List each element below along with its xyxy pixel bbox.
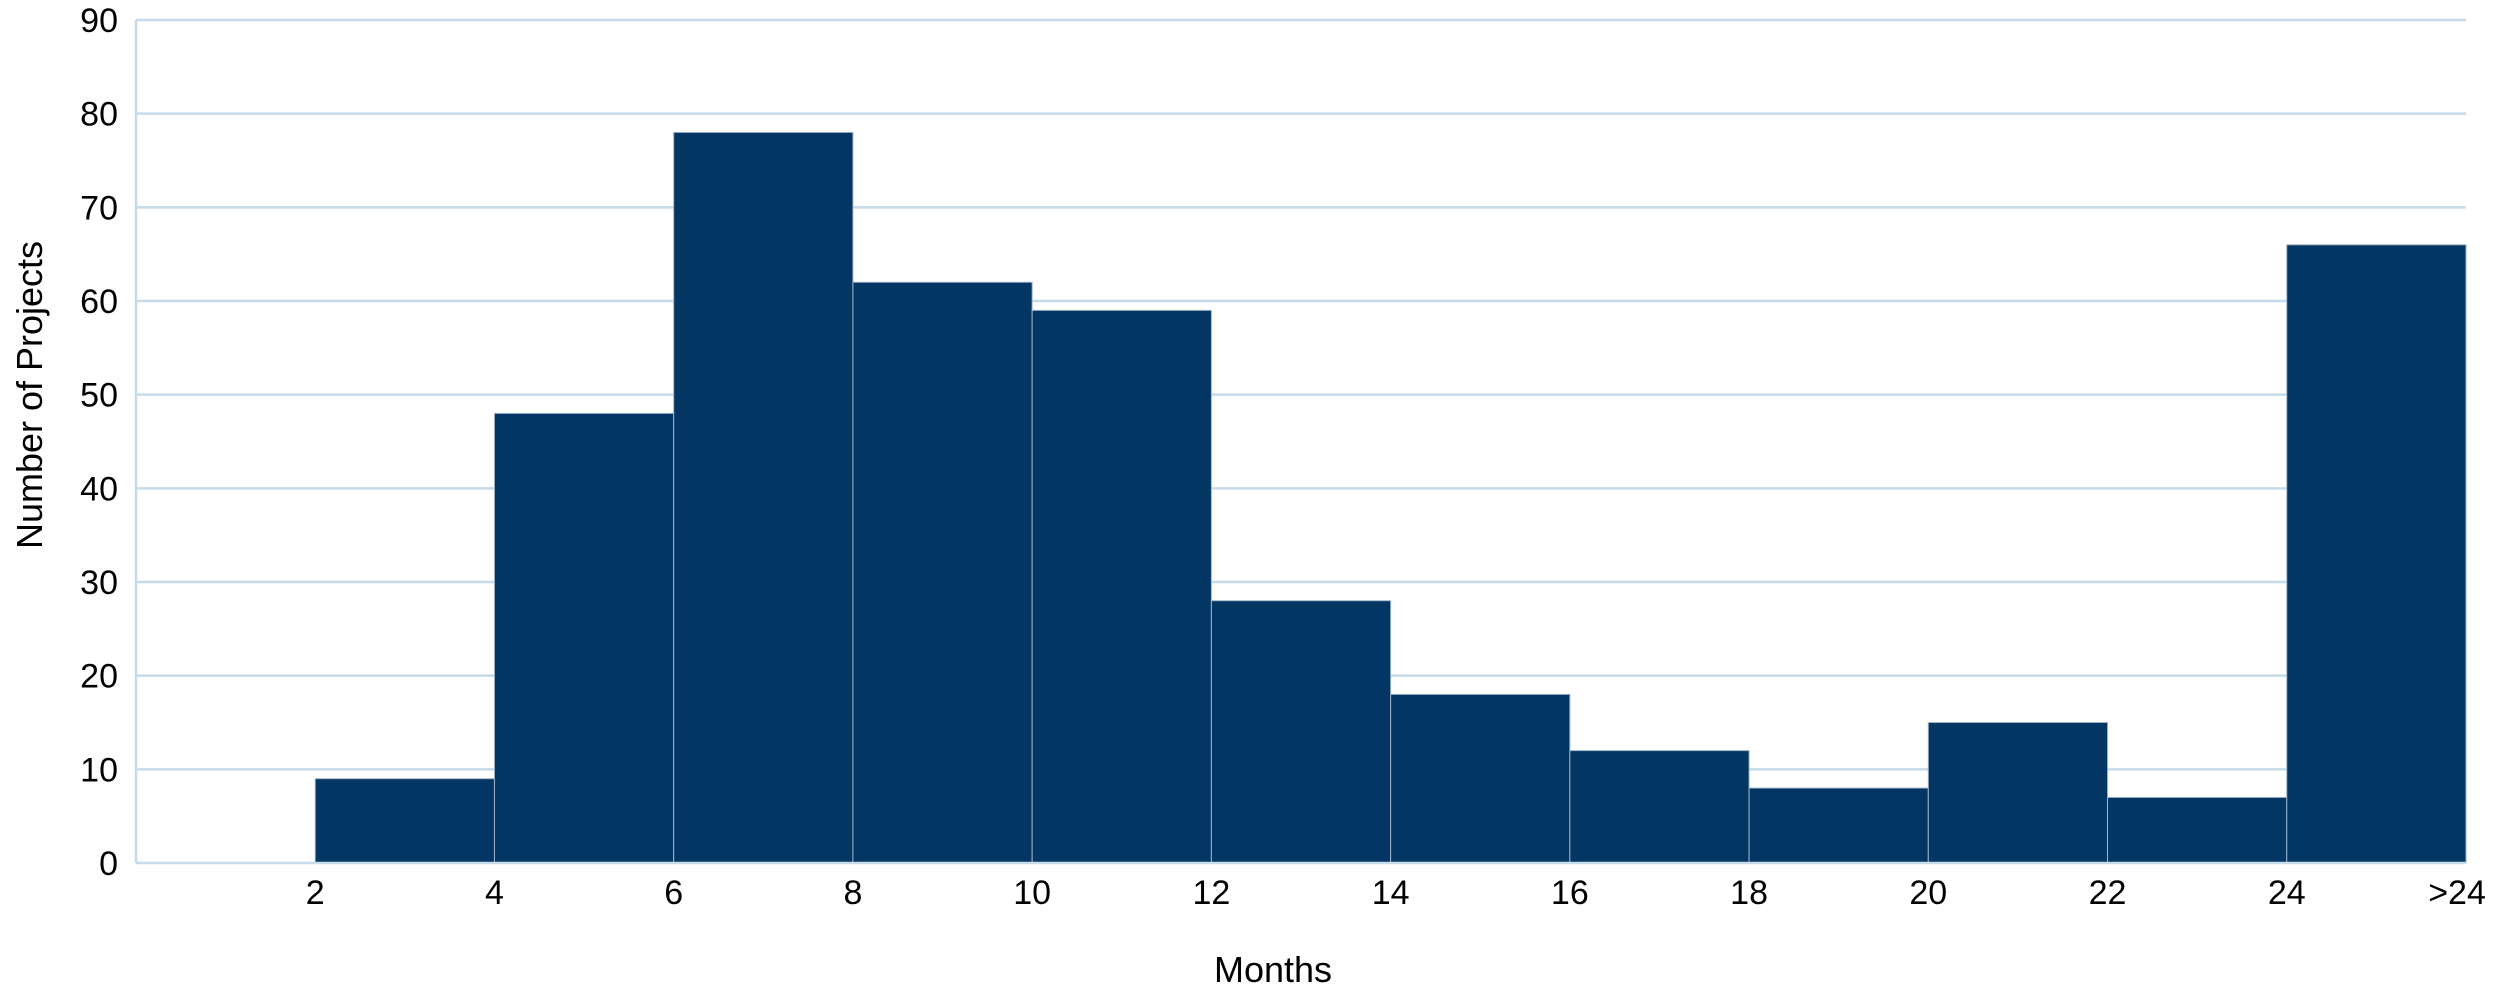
y-tick-label: 60	[80, 283, 118, 321]
x-tick-label: 22	[2089, 874, 2127, 912]
y-tick-label: 50	[80, 377, 118, 415]
y-tick-label: 40	[80, 470, 118, 508]
y-tick-label: 80	[80, 96, 118, 134]
x-axis-title: Months	[1214, 949, 1332, 987]
x-tick-label: >24	[2428, 874, 2486, 912]
histogram-bar	[673, 131, 854, 864]
histogram-bar	[1031, 309, 1212, 864]
x-tick-label: 18	[1730, 874, 1768, 912]
y-tick-label: 70	[80, 189, 118, 227]
y-tick-label: 0	[99, 845, 118, 883]
histogram-bar	[1210, 600, 1392, 864]
histogram-bar	[1748, 787, 1929, 864]
histogram-bar	[314, 778, 495, 864]
axes	[134, 20, 2466, 865]
y-tick-label: 90	[80, 2, 118, 40]
histogram-bar	[852, 281, 1033, 864]
histogram-bar	[1927, 722, 2109, 864]
x-tick-label: 16	[1551, 874, 1589, 912]
x-tick-label: 20	[1909, 874, 1947, 912]
y-axis-title: Number of Projects	[9, 241, 50, 549]
x-tick-label: 6	[664, 874, 683, 912]
x-tick-labels: 2 4 6 8 10 12 14 16 18 20 22 24 >24	[306, 874, 2486, 912]
y-tick-label: 30	[80, 564, 118, 602]
x-tick-label: 2	[306, 874, 325, 912]
histogram-bar	[2286, 244, 2467, 864]
histogram-bar	[1390, 693, 1571, 864]
y-tick-label: 20	[80, 658, 118, 696]
x-tick-label: 14	[1372, 874, 1410, 912]
x-tick-label: 4	[485, 874, 504, 912]
x-tick-label: 8	[843, 874, 862, 912]
bars	[314, 131, 2467, 864]
histogram-bar	[2107, 796, 2288, 864]
x-tick-label: 12	[1192, 874, 1230, 912]
y-tick-label: 10	[80, 751, 118, 789]
histogram-bar	[1569, 750, 1750, 864]
histogram-bar	[493, 412, 675, 864]
x-tick-label: 24	[2268, 874, 2306, 912]
x-tick-label: 10	[1013, 874, 1051, 912]
y-tick-labels: 0 10 20 30 40 50 60 70 80 90	[80, 2, 118, 883]
